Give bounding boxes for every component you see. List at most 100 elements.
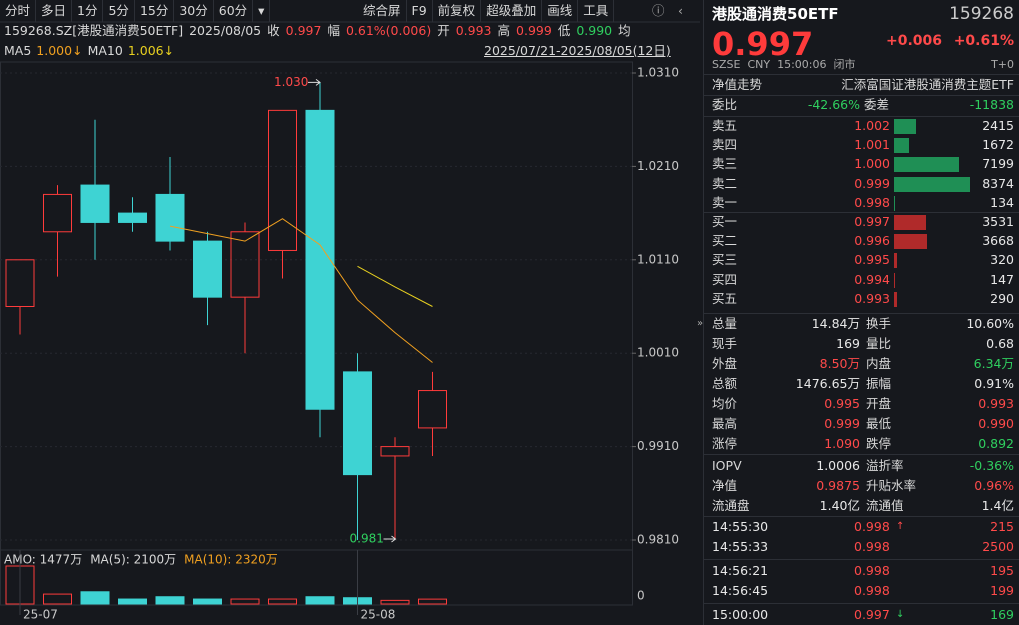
stat-value: 0.995 <box>824 396 860 411</box>
x-tick-label: 25-07 <box>23 608 58 622</box>
volume-bar <box>418 598 447 605</box>
order-ratio: -42.66% <box>807 97 860 112</box>
candle-body <box>80 184 110 223</box>
sep <box>704 454 1019 455</box>
stat-value: 0.9875 <box>816 478 860 493</box>
change-pct: +0.61% <box>953 33 1014 49</box>
stat-value: 0.990 <box>978 416 1014 431</box>
tool-button[interactable]: 工具 <box>578 0 615 22</box>
trade-time: 14:55:33 <box>712 539 769 554</box>
volume-bar <box>193 598 222 605</box>
stat-label: 最低 <box>866 416 892 431</box>
candle-body <box>5 259 35 307</box>
stat-label: 总额 <box>712 376 738 391</box>
info-item: 幅 <box>327 23 340 38</box>
help-icon[interactable]: ⓘ <box>652 3 665 18</box>
trade-price: 0.998 <box>854 519 890 534</box>
tool-button[interactable]: 综合屏 <box>358 0 407 22</box>
market-meta: SZSE CNY 15:00:06 闭市 <box>712 58 856 71</box>
quote-panel: 港股通消费50ETF 159268 0.997 +0.006 +0.61% SZSE CN… <box>703 0 1019 625</box>
volume-legend: AMO: 1477万 <box>4 553 82 567</box>
trade-flag: ↓ <box>896 609 905 620</box>
candle-body <box>193 240 222 298</box>
book-volume: 8374 <box>982 175 1014 191</box>
book-label: 买五 <box>712 290 738 306</box>
tool-button[interactable]: 画线 <box>542 0 579 22</box>
period-tab[interactable]: ▾ <box>253 0 271 22</box>
book-volume: 7199 <box>982 156 1014 172</box>
book-price: 1.001 <box>854 137 890 153</box>
expand-icon[interactable]: » <box>697 318 704 329</box>
period-toolbar: 分时 多日 1分 5分 15分 30分 60分 ▾ <box>0 0 271 22</box>
period-tab[interactable]: 多日 <box>36 0 73 22</box>
stat-label: 内盘 <box>866 356 892 371</box>
period-tab[interactable]: 30分 <box>174 0 214 22</box>
high-arrow <box>308 78 321 86</box>
period-tab[interactable]: 60分 <box>214 0 254 22</box>
sep <box>704 559 1019 560</box>
candle-body <box>155 193 185 242</box>
book-price: 0.994 <box>854 271 890 287</box>
book-volume-bar <box>894 291 897 307</box>
volume-bar <box>268 598 297 605</box>
period-tab[interactable]: 5分 <box>103 0 135 22</box>
tool-button[interactable]: 前复权 <box>433 0 482 22</box>
period-tab[interactable]: 分时 <box>0 0 37 22</box>
candle-body <box>268 109 297 251</box>
book-price: 0.999 <box>854 175 890 191</box>
book-price: 0.993 <box>854 290 890 306</box>
high-label: 1.030 <box>274 75 308 89</box>
tool-toolbar: 综合屏 F9 前复权 超级叠加 画线 工具 <box>358 0 615 22</box>
y-tick-label: 1.0310 <box>637 66 679 80</box>
order-ratio: 委比 <box>712 97 738 112</box>
book-label: 买一 <box>712 214 738 229</box>
volume-bar <box>80 591 110 605</box>
stat-label: 外盘 <box>712 356 738 371</box>
tool-button[interactable]: 超级叠加 <box>481 0 543 22</box>
book-label: 买二 <box>712 233 738 249</box>
period-tab[interactable]: 15分 <box>135 0 175 22</box>
tool-button[interactable]: F9 <box>407 0 433 22</box>
stat-label: 总量 <box>712 316 738 331</box>
stat-value: 6.34万 <box>973 356 1014 371</box>
ma-name: MA10 <box>87 43 123 58</box>
stat-label: 净值 <box>712 478 738 493</box>
candle-body <box>343 371 372 476</box>
stat-value: 0.993 <box>978 396 1014 411</box>
collapse-icon[interactable]: ‹ <box>678 3 683 18</box>
stat-label: 跌停 <box>866 436 892 451</box>
book-volume-bar <box>894 138 910 154</box>
stat-label: 换手 <box>866 316 892 331</box>
book-volume-bar <box>894 176 970 192</box>
candle-body <box>305 109 335 410</box>
trade-price: 0.998 <box>854 583 890 598</box>
fund-name: 港股通消费50ETF <box>712 5 839 23</box>
stat-value: 0.999 <box>824 416 860 431</box>
stat-value: 8.50万 <box>819 356 860 371</box>
book-volume-bar <box>894 234 928 250</box>
stat-label: 最高 <box>712 416 738 431</box>
info-item: 低 <box>557 23 571 38</box>
stat-value: 169 <box>836 336 860 351</box>
volume-legend: MA(10): 2320万 <box>184 553 278 567</box>
period-tab[interactable]: 1分 <box>72 0 104 22</box>
info-line: 159268.SZ[港股通消费50ETF] 2025/08/05 收 0.997 幅 0.… <box>4 22 631 40</box>
candle-body <box>418 390 447 429</box>
y-tick-label: 1.0110 <box>637 252 679 266</box>
volume-bar <box>230 598 260 605</box>
book-volume-bar <box>894 215 927 230</box>
info-item: 高 <box>497 23 511 38</box>
info-item: 0.61%(0.006) <box>345 23 432 38</box>
ma-value: 1.006↓ <box>127 43 175 58</box>
candle-body <box>230 231 260 298</box>
info-item: 0.999 <box>516 23 552 38</box>
trade-time: 15:00:00 <box>712 607 769 622</box>
sep <box>704 74 1019 75</box>
candle-body <box>43 193 72 233</box>
candle-body <box>118 212 147 223</box>
nav-tab[interactable]: 净值走势 <box>712 77 763 92</box>
date-range[interactable]: 2025/07/21-2025/08/05(12日) <box>484 43 671 58</box>
info-item: 2025/08/05 <box>189 23 262 38</box>
ma-legend: MA5 1.000↓ MA10 1.006↓ <box>4 42 174 60</box>
stat-label: 振幅 <box>866 376 892 391</box>
